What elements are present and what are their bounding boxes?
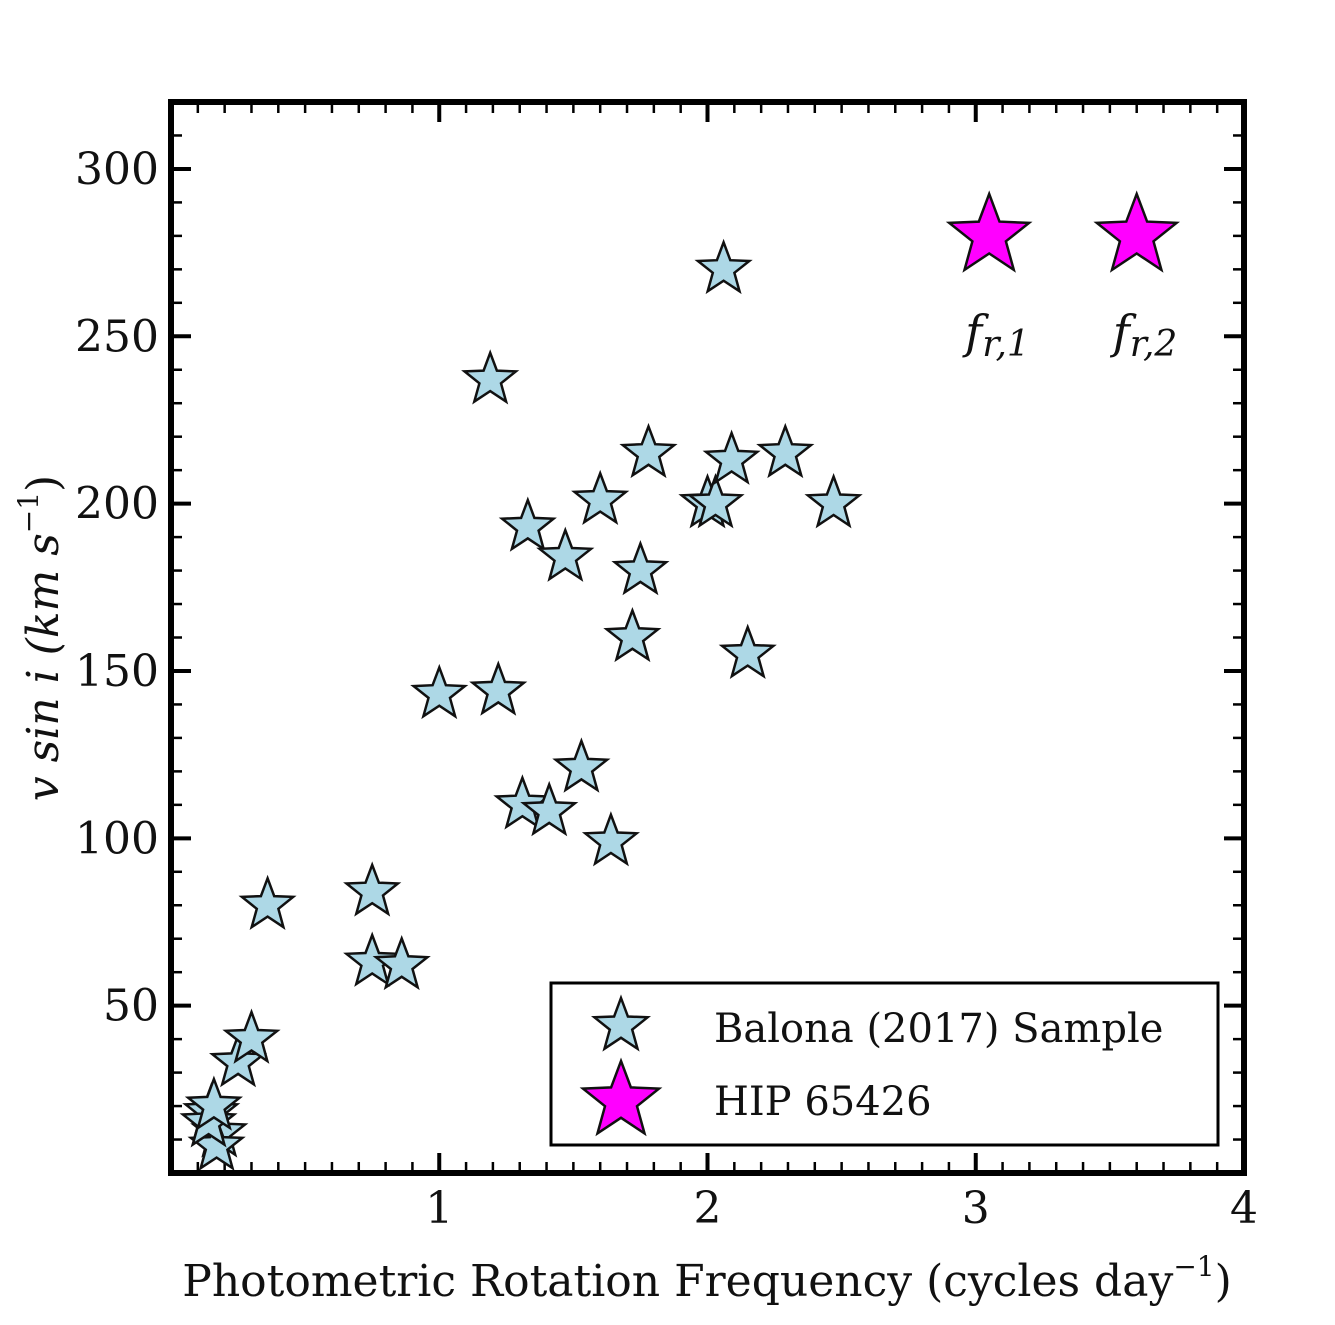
- hip-star-point: [945, 190, 1033, 273]
- legend-label-hip: HIP 65426: [714, 1079, 932, 1125]
- x-axis-title: Photometric Rotation Frequency (cycles d…: [182, 1250, 1232, 1307]
- balona-star-point: [804, 473, 863, 529]
- balona-star-point: [611, 540, 670, 596]
- balona-star-point: [619, 422, 678, 479]
- x-tick-label: 2: [694, 1183, 722, 1234]
- balona-star-point: [469, 660, 528, 716]
- balona-star-point: [536, 526, 595, 582]
- balona-star-point: [461, 349, 520, 405]
- y-tick-label: 50: [103, 981, 159, 1032]
- legend-marker-hip: [579, 1057, 663, 1137]
- balona-star-point: [238, 874, 297, 930]
- balona-star-point: [343, 861, 402, 917]
- balona-star-point: [184, 1075, 243, 1131]
- legend-box: [549, 981, 1220, 1147]
- hip-star-point: [1093, 190, 1180, 273]
- balona-star-point: [694, 238, 753, 295]
- balona-star-point: [222, 1008, 281, 1064]
- x-tick-label: 1: [425, 1183, 453, 1234]
- balona-star-point: [520, 780, 579, 837]
- tick-labels: 1 2 3 4 50 100 150 200 250 300: [75, 144, 1258, 1234]
- balona-star-point: [343, 931, 402, 987]
- balona-star-point: [571, 469, 630, 525]
- annotation-f-r-2: fr,2: [1110, 305, 1178, 365]
- data-points: [179, 190, 1180, 1171]
- balona-star-point: [410, 663, 469, 720]
- balona-star-point: [552, 737, 611, 793]
- annotation-f-r-1: fr,1: [962, 305, 1030, 365]
- balona-star-point: [603, 606, 662, 663]
- balona-star-point: [756, 422, 815, 479]
- legend: Balona (2017) Sample HIP 65426: [549, 981, 1220, 1147]
- legend-markers: [579, 994, 663, 1137]
- balona-star-point: [581, 811, 640, 867]
- legend-marker-balona: [591, 994, 651, 1052]
- balona-star-point: [702, 429, 761, 485]
- x-tick-label: 3: [962, 1183, 990, 1234]
- y-tick-label: 100: [75, 813, 159, 864]
- y-axis-title: v sin i (km s−1): [12, 475, 69, 801]
- balona-star-point: [718, 623, 777, 679]
- y-tick-label: 300: [75, 144, 159, 195]
- y-tick-label: 250: [75, 311, 159, 362]
- y-tick-label: 200: [75, 479, 159, 530]
- x-tick-label: 4: [1230, 1183, 1258, 1234]
- plot-frame: [168, 99, 1247, 1176]
- balona-star-point: [372, 934, 431, 991]
- y-tick-label: 150: [75, 646, 159, 697]
- legend-label-balona: Balona (2017) Sample: [714, 1006, 1163, 1052]
- balona-star-point: [498, 496, 557, 552]
- balona-star-point: [686, 473, 745, 529]
- point-annotations: fr,1 fr,2: [962, 305, 1177, 365]
